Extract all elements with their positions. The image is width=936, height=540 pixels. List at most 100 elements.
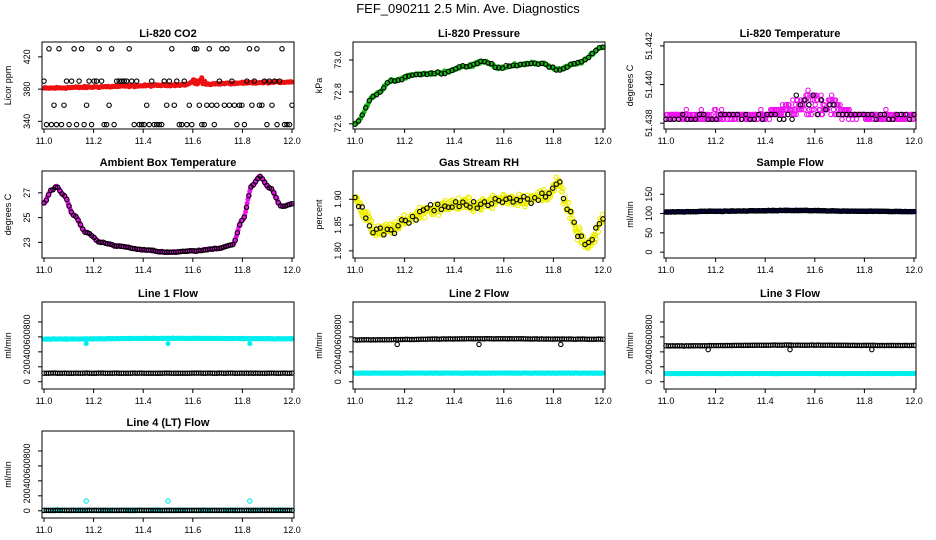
x-tick-label: 11.0 — [36, 136, 53, 146]
data-point — [558, 341, 564, 348]
chart-title: Ambient Box Temperature — [100, 157, 237, 169]
data-point — [539, 190, 545, 197]
data-point — [249, 102, 255, 108]
data-point — [181, 78, 188, 84]
chart-title: Sample Flow — [756, 157, 824, 169]
data-point — [166, 78, 173, 84]
data-point — [146, 121, 152, 128]
x-tick-label: 11.2 — [707, 136, 724, 146]
x-tick-label: 11.8 — [234, 525, 251, 535]
data-point — [575, 59, 581, 66]
series-black — [352, 179, 606, 248]
series-black — [663, 342, 917, 353]
y-tick-label: 0 — [22, 508, 32, 513]
x-tick-label: 12.0 — [594, 396, 612, 406]
data-point — [811, 106, 817, 113]
page-title: FEF_090211 2.5 Min. Ave. Diagnostics — [356, 1, 580, 16]
data-point — [365, 209, 371, 216]
data-point — [517, 197, 524, 204]
plot-frame — [663, 41, 917, 130]
data-point — [93, 78, 100, 84]
y-tick-label: 1.85 — [333, 216, 343, 234]
data-point — [506, 195, 513, 201]
data-point — [229, 78, 235, 84]
chart-panel: Sample Flow ml/min 11.0 11.2 11.4 11.6 11.8 12.… — [625, 157, 923, 275]
data-point — [546, 190, 552, 197]
data-point — [907, 116, 913, 123]
data-point — [96, 46, 102, 52]
data-point — [392, 219, 398, 225]
data-point — [427, 202, 434, 208]
y-tick-label: 51.440 — [644, 71, 654, 99]
data-point — [528, 60, 534, 67]
data-point — [822, 106, 829, 113]
x-tick-label: 11.8 — [545, 136, 562, 146]
data-point — [595, 229, 602, 235]
data-point — [107, 241, 113, 247]
data-point — [500, 191, 507, 198]
data-point — [431, 207, 437, 214]
data-point — [807, 97, 814, 103]
data-point — [460, 63, 466, 69]
data-point — [434, 201, 441, 208]
data-point — [559, 188, 565, 195]
y-tick-label: 200 — [644, 359, 654, 374]
x-tick-label: 11.2 — [85, 525, 102, 535]
data-point — [68, 78, 75, 84]
data-point — [165, 341, 171, 347]
data-point — [266, 78, 273, 84]
y-tick-label: 800 — [644, 314, 654, 329]
y-tick-label: 400 — [22, 473, 32, 488]
y-tick-label: 400 — [22, 344, 32, 359]
data-point — [106, 102, 112, 108]
x-tick-label: 11.0 — [36, 525, 53, 535]
data-point — [806, 102, 812, 108]
data-point — [734, 111, 741, 118]
y-tick-label: 200 — [22, 359, 32, 374]
x-tick-label: 11.2 — [85, 396, 102, 406]
x-tick-label: 12.0 — [905, 396, 923, 406]
data-point — [141, 121, 147, 128]
data-point — [751, 116, 758, 123]
data-point — [549, 64, 556, 70]
data-point — [191, 46, 198, 52]
data-point — [430, 211, 437, 217]
plot-frame — [41, 430, 295, 519]
x-tick-label: 11.4 — [135, 136, 152, 146]
data-point — [585, 54, 592, 61]
x-tick-label: 11.4 — [757, 396, 774, 406]
data-point — [789, 116, 795, 123]
series-cyan — [41, 335, 295, 347]
data-point — [394, 341, 400, 348]
y-axis-label: ml/min — [625, 201, 635, 228]
data-point — [46, 46, 52, 52]
data-point — [535, 61, 542, 67]
data-point — [456, 203, 462, 210]
data-point — [268, 186, 275, 192]
x-tick-label: 11.2 — [396, 136, 413, 146]
x-tick-label: 11.0 — [347, 396, 364, 406]
x-tick-label: 12.0 — [905, 265, 923, 275]
data-point — [564, 64, 570, 70]
x-tick-label: 12.0 — [283, 396, 301, 406]
data-point — [56, 46, 62, 52]
x-tick-label: 11.8 — [856, 136, 873, 146]
y-tick-label: 0 — [333, 379, 343, 384]
data-point — [284, 121, 290, 128]
data-point — [61, 102, 67, 108]
data-point — [384, 226, 391, 233]
data-point — [833, 111, 839, 118]
data-point — [81, 121, 87, 128]
x-tick-label: 11.4 — [446, 396, 463, 406]
data-point — [363, 105, 369, 111]
chart-title: Line 4 (LT) Flow — [127, 417, 210, 429]
series-black — [41, 370, 295, 377]
data-point — [808, 111, 815, 118]
data-point — [413, 217, 419, 223]
x-tick-label: 12.0 — [283, 265, 301, 275]
data-point — [273, 194, 279, 201]
x-tick-label: 11.0 — [658, 136, 675, 146]
data-point — [98, 78, 105, 84]
data-point — [241, 121, 248, 128]
data-point — [232, 237, 238, 244]
